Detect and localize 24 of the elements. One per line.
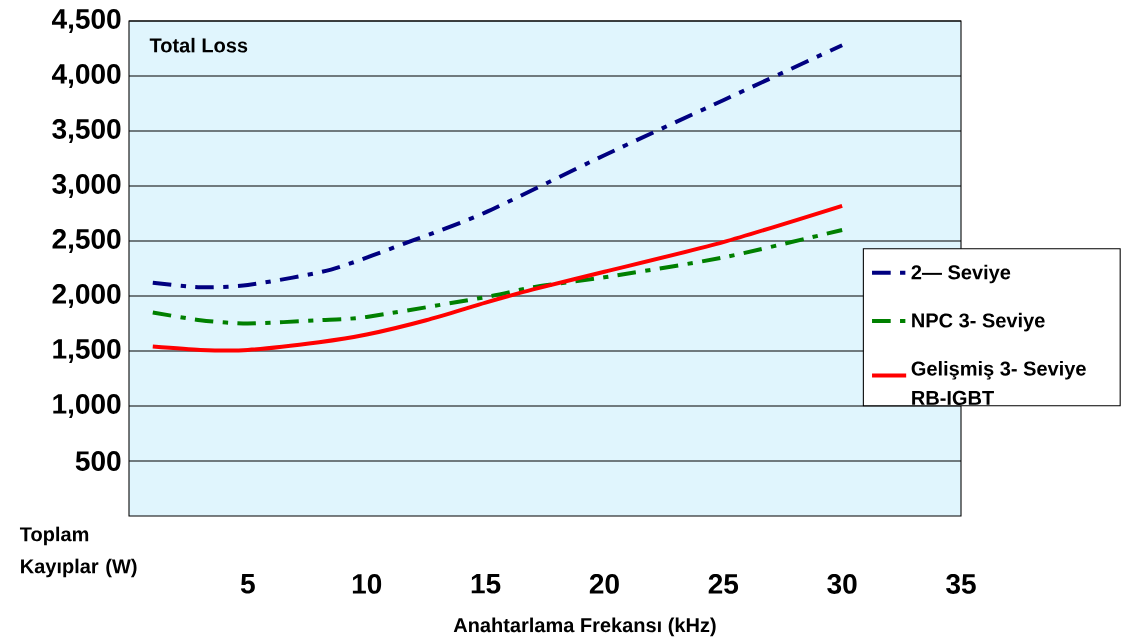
x-tick-label: 25 [708, 574, 739, 594]
text: Total Loss [149, 37, 248, 53]
x-tick-label: 15 [471, 574, 501, 594]
x-axis-title: Anahtarlama Frekansı (kHz) [453, 617, 716, 637]
y-tick-label: 2,500 [52, 229, 121, 253]
legend-label: NPC 3- Seviye [912, 312, 1045, 332]
y-tick-label: 2,000 [52, 284, 121, 308]
y-tick-label: 3,500 [52, 119, 121, 143]
legend-label: Gelişmiş 3- Seviye RB-IGBT [911, 360, 1086, 405]
x-tick-label: 30 [827, 574, 857, 594]
y-tick-label: 1,500 [53, 339, 121, 363]
x-tick-label: 5 [240, 574, 255, 594]
y-tick-label: 1,000 [53, 394, 121, 418]
x-tick-label: 20 [589, 574, 619, 594]
y-axis-title: Toplam Kayıplar (W) [19, 526, 137, 578]
y-tick-label: 4,500 [51, 9, 121, 33]
x-tick-label: 10 [352, 574, 382, 594]
line-series [150, 203, 845, 353]
y-tick-label: 3,000 [52, 174, 121, 198]
y-tick-label: 4,000 [51, 64, 121, 88]
y-tick-label: 500 [75, 451, 121, 471]
legend-label: 2— Seviye [911, 264, 1011, 284]
line-series [150, 228, 845, 326]
x-tick-label: 35 [946, 574, 976, 594]
